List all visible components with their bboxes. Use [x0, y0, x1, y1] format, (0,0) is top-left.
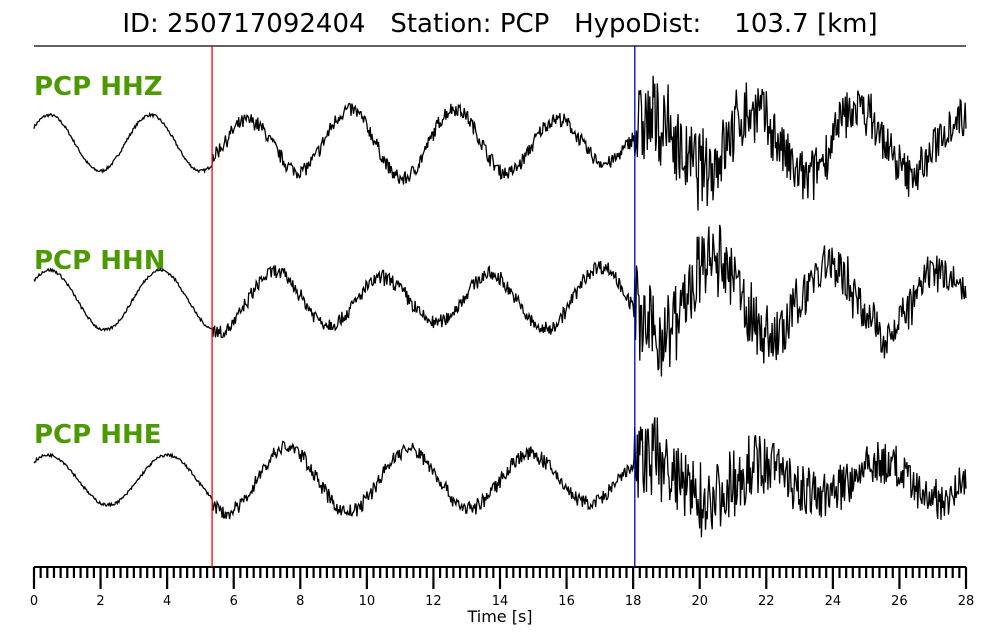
x-tick-label: 28 [958, 594, 975, 609]
trace-pcp-hhz [33, 75, 967, 211]
x-tick-label: 18 [625, 594, 642, 609]
x-tick-label: 4 [163, 594, 171, 609]
x-tick-label: 22 [758, 594, 775, 609]
x-tick-label: 26 [891, 594, 908, 609]
trace-label-hhz: PCP HHZ [34, 72, 163, 102]
x-tick-label: 16 [558, 594, 575, 609]
x-tick-label: 8 [296, 594, 304, 609]
trace-label-hhe: PCP HHE [34, 420, 162, 450]
x-tick-label: 6 [230, 594, 238, 609]
trace-label-hhn: PCP HHN [34, 246, 166, 276]
x-tick-label: 12 [425, 594, 442, 609]
x-tick-label: 14 [492, 594, 509, 609]
chart-title: ID: 250717092404 Station: PCP HypoDist: … [122, 9, 878, 39]
x-axis-label: Time [s] [467, 607, 533, 626]
x-tick-label: 2 [96, 594, 104, 609]
trace-pcp-hhn [33, 224, 967, 377]
x-tick-label: 10 [359, 594, 376, 609]
x-tick-label: 24 [825, 594, 842, 609]
x-tick-label: 0 [30, 594, 38, 609]
trace-pcp-hhe [33, 417, 967, 538]
x-tick-label: 20 [691, 594, 708, 609]
